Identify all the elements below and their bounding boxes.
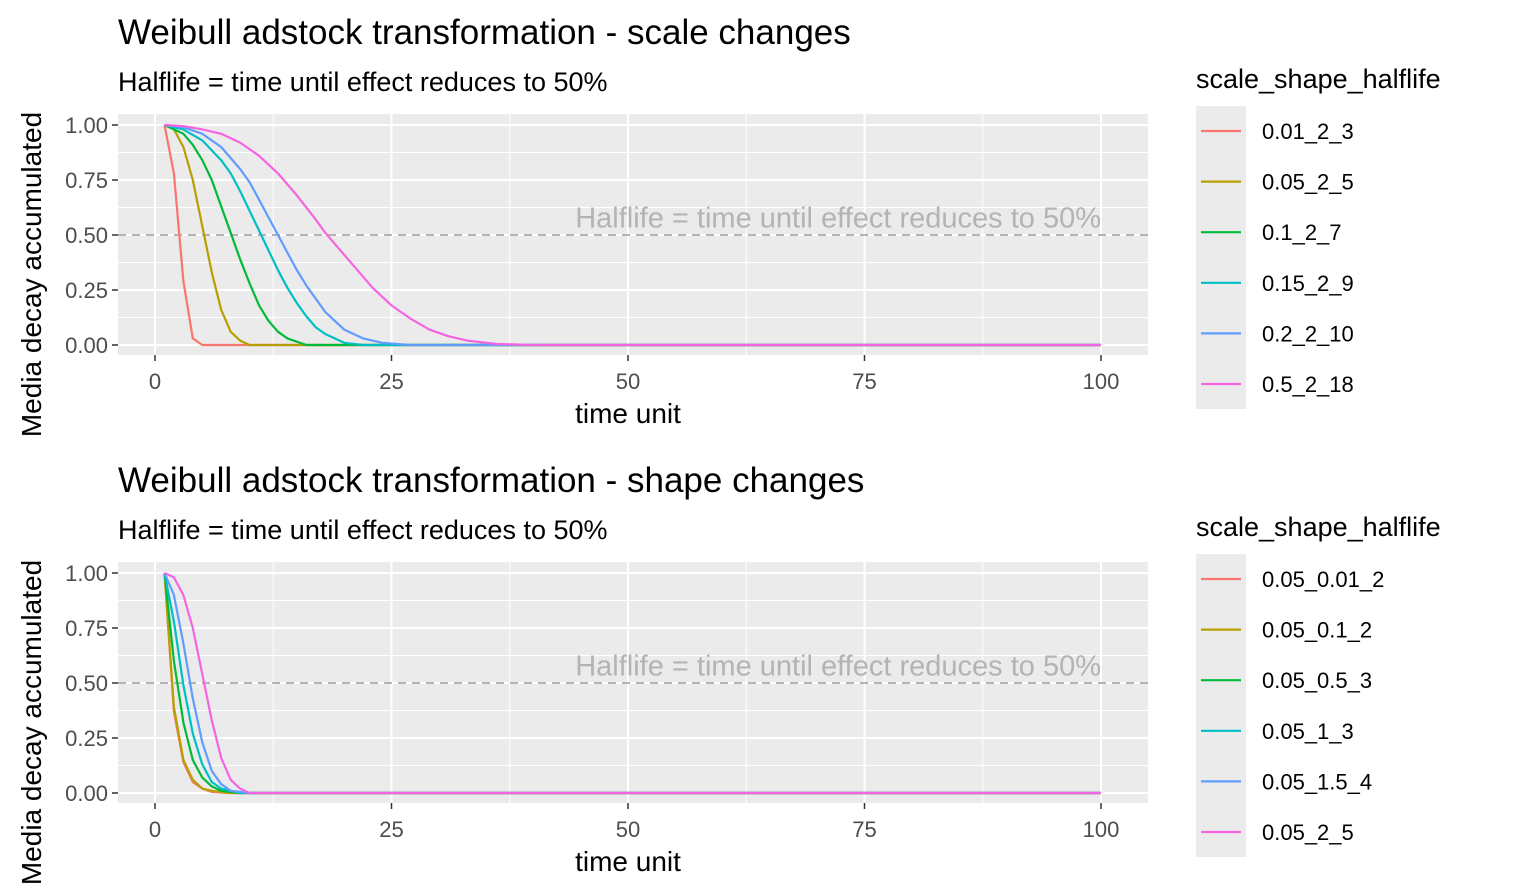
y-tick-label: 0.25 (65, 726, 108, 751)
y-axis-title: Media decay accumulated (16, 112, 47, 437)
series-line-0.1_2_7 (164, 124, 1101, 347)
y-tick-label: 0.50 (65, 223, 108, 248)
series-lines (163, 572, 1101, 795)
y-tick-label: 1.00 (65, 113, 108, 138)
legend: scale_shape_halflife 0.01_2_3 0.05_2_5 0.1_… (1196, 64, 1441, 409)
chart-title: Weibull adstock transformation - scale c… (118, 13, 851, 52)
x-tick-label: 25 (379, 369, 403, 394)
y-tick-label: 0.75 (65, 168, 108, 193)
legend-label: 0.05_2_5 (1262, 820, 1354, 845)
series-lines (163, 123, 1101, 347)
series-line-0.5_2_18 (164, 123, 1101, 347)
legend-key-background (1196, 554, 1246, 857)
x-tick-label: 100 (1083, 369, 1120, 394)
series-line-0.05_1.5_4 (163, 572, 1101, 795)
series-line-0.2_2_10 (164, 123, 1101, 347)
legend-label: 0.05_0.01_2 (1262, 567, 1384, 592)
x-tick-label: 0 (149, 369, 161, 394)
legend-key-background (1196, 106, 1246, 409)
legend-label: 0.05_2_5 (1262, 170, 1354, 195)
y-tick-label: 0.00 (65, 781, 108, 806)
legend-label: 0.15_2_9 (1262, 271, 1354, 296)
legend-title: scale_shape_halflife (1196, 512, 1441, 542)
x-tick-label: 0 (149, 817, 161, 842)
x-tick-label: 75 (852, 817, 876, 842)
legend-title: scale_shape_halflife (1196, 64, 1441, 94)
x-axis-title: time unit (575, 846, 681, 877)
legend-label: 0.01_2_3 (1262, 119, 1354, 144)
chart-1: Weibull adstock transformation - scale c… (16, 13, 1441, 437)
legend-label: 0.05_1.5_4 (1262, 769, 1372, 794)
y-tick-label: 0.00 (65, 333, 108, 358)
chart-2: Weibull adstock transformation - shape c… (16, 461, 1441, 885)
y-tick-label: 0.75 (65, 616, 108, 641)
y-axis-title: Media decay accumulated (16, 560, 47, 885)
chart-title: Weibull adstock transformation - shape c… (118, 461, 864, 500)
legend-label: 0.05_0.1_2 (1262, 618, 1372, 643)
series-line-0.15_2_9 (164, 123, 1101, 347)
series-line-0.05_2_5 (164, 124, 1101, 347)
legend-label: 0.1_2_7 (1262, 220, 1342, 245)
x-tick-label: 100 (1083, 817, 1120, 842)
legend-label: 0.05_1_3 (1262, 719, 1354, 744)
x-tick-label: 75 (852, 369, 876, 394)
y-tick-label: 0.50 (65, 671, 108, 696)
legend-label: 0.5_2_18 (1262, 372, 1354, 397)
legend: scale_shape_halflife 0.05_0.01_2 0.05_0.1_… (1196, 512, 1441, 857)
y-tick-label: 1.00 (65, 561, 108, 586)
legend-label: 0.05_0.5_3 (1262, 668, 1372, 693)
halflife-annotation: Halflife = time until effect reduces to … (575, 650, 1101, 682)
x-tick-label: 50 (616, 817, 640, 842)
chart-subtitle: Halflife = time until effect reduces to … (118, 515, 608, 545)
x-tick-label: 50 (616, 369, 640, 394)
x-axis-title: time unit (575, 398, 681, 429)
chart-subtitle: Halflife = time until effect reduces to … (118, 67, 608, 97)
legend-label: 0.2_2_10 (1262, 321, 1354, 346)
series-line-0.05_2_5 (164, 572, 1101, 795)
halflife-annotation: Halflife = time until effect reduces to … (575, 202, 1101, 234)
y-tick-label: 0.25 (65, 278, 108, 303)
x-tick-label: 25 (379, 817, 403, 842)
